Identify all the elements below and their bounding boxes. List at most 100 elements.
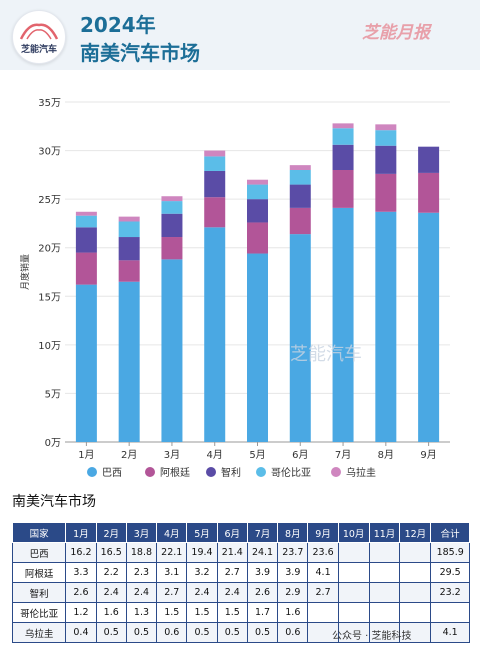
table-cell <box>399 582 432 603</box>
table-cell: 0.6 <box>277 622 309 643</box>
table-header-cell: 1月 <box>65 522 97 543</box>
table-cell: 3.1 <box>156 562 188 583</box>
table-cell: 1.6 <box>95 602 127 623</box>
table-cell: 1.5 <box>216 602 248 623</box>
table-cell: 2.7 <box>156 582 188 603</box>
bar-segment <box>118 216 140 222</box>
x-tick-label: 1月 <box>78 449 94 461</box>
table-cell: 巴西 <box>11 542 67 563</box>
x-tick-label: 6月 <box>292 449 308 461</box>
bar-segment <box>247 199 268 223</box>
table-cell: 4.1 <box>430 622 470 643</box>
table-title: 南美汽车市场 <box>12 494 96 510</box>
table-header-cell: 11月 <box>368 522 401 543</box>
bar-segment <box>418 172 440 213</box>
table-cell: 4.1 <box>307 562 339 583</box>
x-tick-label: 9月 <box>420 449 436 461</box>
bar-segment <box>375 130 397 146</box>
table-cell <box>307 622 339 643</box>
y-tick-label: 30万 <box>38 147 61 158</box>
table-cell: 16.2 <box>65 542 97 563</box>
table-cell <box>399 562 432 583</box>
header: 芝能汽车 2024年 南美汽车市场 芝能月报 <box>0 0 480 70</box>
table-header-row: 国家 1月 2月 3月 4月 5月 6月 7月 8月 9月 10月 11月 12月 合计 <box>11 522 470 543</box>
table-cell <box>368 542 401 563</box>
x-tick-label: 8月 <box>378 449 394 461</box>
table-cell: 0.6 <box>156 622 188 643</box>
table-cell <box>337 562 370 583</box>
table-cell: 2.7 <box>307 582 339 603</box>
table-cell: 1.5 <box>186 602 218 623</box>
brand-label: 芝能月报 <box>362 23 430 43</box>
table-cell: 23.6 <box>307 542 339 563</box>
table-cell <box>307 602 339 623</box>
legend-label: 智利 <box>221 466 241 479</box>
bar-segment <box>418 212 440 442</box>
table-cell: 0.5 <box>95 622 127 643</box>
page-title: 南美汽车市场 <box>80 41 200 65</box>
table-cell: 0.5 <box>246 622 279 643</box>
table-cell: 16.5 <box>95 542 127 563</box>
bar-segment <box>332 207 354 442</box>
bar-segment <box>75 227 97 253</box>
table-cell: 2.6 <box>65 582 97 603</box>
bar-segment <box>332 123 354 129</box>
logo-text: 芝能汽车 <box>20 45 57 55</box>
table-cell <box>337 542 370 563</box>
table-header-cell: 12月 <box>399 522 432 543</box>
table-cell: 1.5 <box>156 602 188 623</box>
legend-marker <box>206 467 216 477</box>
legend-marker <box>87 467 97 477</box>
bar-segment <box>247 253 268 442</box>
table-cell: 2.7 <box>216 562 248 583</box>
table-cell: 19.4 <box>186 542 218 563</box>
bar-segment <box>161 259 183 442</box>
y-tick-label: 0万 <box>45 438 61 449</box>
table-cell <box>368 622 401 643</box>
table-cell <box>368 562 401 583</box>
table-cell <box>368 602 401 623</box>
table-cell <box>337 622 370 643</box>
table-cell: 185.9 <box>430 542 470 563</box>
table-cell: 21.4 <box>216 542 248 563</box>
table-cell <box>430 602 470 623</box>
bar-segment <box>118 221 140 238</box>
table-cell: 2.2 <box>95 562 127 583</box>
bar-segment <box>204 170 226 198</box>
data-table: 国家 1月 2月 3月 4月 5月 6月 7月 8月 9月 10月 11月 12月 合计 巴西 16.2 16… <box>11 522 470 643</box>
table-cell: 0.5 <box>186 622 218 643</box>
y-tick-label: 25万 <box>38 195 61 206</box>
watermark: 芝能汽车 <box>290 344 362 365</box>
legend-marker <box>331 467 341 477</box>
table-cell: 22.1 <box>156 542 188 563</box>
table-header-cell: 5月 <box>186 522 218 543</box>
logo: 芝能汽车 <box>12 10 66 64</box>
table-cell: 0.5 <box>216 622 248 643</box>
bar-segment <box>75 211 97 216</box>
bar-segment <box>161 196 183 202</box>
bar-segment <box>204 156 226 171</box>
bar-segment <box>204 227 226 442</box>
bar-segment <box>375 211 397 442</box>
legend-marker <box>145 467 155 477</box>
bar-segment <box>75 284 97 442</box>
table-cell: 3.3 <box>65 562 97 583</box>
bar-segment <box>289 165 311 170</box>
legend-label: 乌拉圭 <box>346 466 376 479</box>
bar-segment <box>289 207 311 235</box>
table-cell: 23.7 <box>277 542 309 563</box>
bar-segment <box>289 184 311 208</box>
table-cell: 3.9 <box>246 562 279 583</box>
table-cell: 1.6 <box>277 602 309 623</box>
table-header-cell: 10月 <box>337 522 370 543</box>
table-cell: 2.3 <box>125 562 158 583</box>
x-tick-label: 2月 <box>121 449 137 461</box>
table-cell: 2.6 <box>246 582 279 603</box>
bar-segment <box>289 170 311 185</box>
bar-segment <box>375 145 397 174</box>
table-cell: 2.9 <box>277 582 309 603</box>
table-header-cell: 国家 <box>11 522 67 543</box>
table-cell: 1.7 <box>246 602 279 623</box>
x-tick-label: 4月 <box>207 449 223 461</box>
